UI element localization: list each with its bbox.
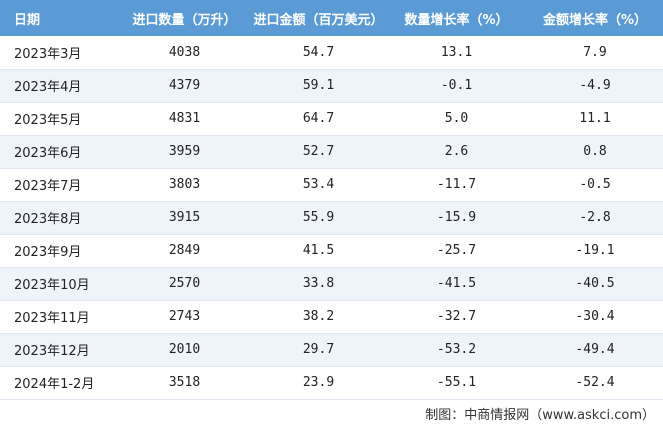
cell-date: 2023年11月 [0, 300, 118, 334]
table-row: 2023年9月 2849 41.5 -25.7 -19.1 [0, 234, 663, 268]
cell-quantity-growth: 2.6 [386, 135, 527, 169]
table-row: 2023年8月 3915 55.9 -15.9 -2.8 [0, 201, 663, 235]
cell-amount-growth: -19.1 [527, 234, 663, 268]
table-row: 2023年3月 4038 54.7 13.1 7.9 [0, 36, 663, 70]
cell-quantity-growth: -0.1 [386, 69, 527, 103]
cell-quantity: 4379 [118, 69, 251, 103]
cell-date: 2023年10月 [0, 267, 118, 301]
cell-quantity: 3959 [118, 135, 251, 169]
cell-quantity: 3803 [118, 168, 251, 202]
cell-quantity: 4831 [118, 102, 251, 136]
table-row: 2024年1-2月 3518 23.9 -55.1 -52.4 [0, 366, 663, 400]
header-quantity: 进口数量（万升） [132, 12, 237, 28]
table-body: 2023年3月 4038 54.7 13.1 7.9 2023年4月 4379 59.1 -0.… [0, 36, 663, 400]
cell-amount: 52.7 [251, 135, 386, 169]
table-row: 2023年6月 3959 52.7 2.6 0.8 [0, 135, 663, 169]
cell-amount: 54.7 [251, 36, 386, 70]
cell-date: 2023年4月 [0, 69, 118, 103]
cell-quantity-growth: -53.2 [386, 333, 527, 367]
cell-amount: 41.5 [251, 234, 386, 268]
cell-quantity: 3518 [118, 366, 251, 400]
cell-amount: 33.8 [251, 267, 386, 301]
cell-quantity-growth: -15.9 [386, 201, 527, 235]
cell-amount: 55.9 [251, 201, 386, 235]
cell-quantity-growth: 5.0 [386, 102, 527, 136]
cell-quantity-growth: -41.5 [386, 267, 527, 301]
header-row: 日期 进口数量（万升） 进口金额（百万美元） 数量增长率（%） 金额增长率（%） [0, 0, 663, 36]
table-header: 日期 进口数量（万升） 进口金额（百万美元） 数量增长率（%） 金额增长率（%） [0, 0, 663, 36]
cell-amount: 64.7 [251, 102, 386, 136]
cell-quantity: 2570 [118, 267, 251, 301]
header-amount: 进口金额（百万美元） [253, 12, 384, 28]
cell-amount-growth: 11.1 [527, 102, 663, 136]
cell-amount-growth: -52.4 [527, 366, 663, 400]
cell-amount-growth: -40.5 [527, 267, 663, 301]
cell-amount-growth: -0.5 [527, 168, 663, 202]
table-row: 2023年4月 4379 59.1 -0.1 -4.9 [0, 69, 663, 103]
cell-quantity: 4038 [118, 36, 251, 70]
cell-amount-growth: -4.9 [527, 69, 663, 103]
cell-amount: 59.1 [251, 69, 386, 103]
cell-quantity-growth: -55.1 [386, 366, 527, 400]
cell-date: 2023年12月 [0, 333, 118, 367]
cell-date: 2024年1-2月 [0, 366, 118, 400]
source-credit: 制图：中商情报网（www.askci.com） [425, 408, 655, 423]
cell-quantity-growth: -25.7 [386, 234, 527, 268]
import-data-table: 日期 进口数量（万升） 进口金额（百万美元） 数量增长率（%） 金额增长率（%）… [0, 0, 663, 400]
cell-amount-growth: -49.4 [527, 333, 663, 367]
cell-date: 2023年3月 [0, 36, 118, 70]
table-row: 2023年5月 4831 64.7 5.0 11.1 [0, 102, 663, 136]
header-date: 日期 [14, 12, 41, 28]
cell-amount-growth: 0.8 [527, 135, 663, 169]
cell-quantity-growth: -32.7 [386, 300, 527, 334]
cell-amount-growth: 7.9 [527, 36, 663, 70]
cell-amount-growth: -30.4 [527, 300, 663, 334]
header-quantity-growth: 数量增长率（%） [404, 12, 509, 28]
cell-quantity: 2743 [118, 300, 251, 334]
cell-quantity: 3915 [118, 201, 251, 235]
cell-date: 2023年8月 [0, 201, 118, 235]
cell-amount: 23.9 [251, 366, 386, 400]
cell-amount: 53.4 [251, 168, 386, 202]
cell-quantity-growth: 13.1 [386, 36, 527, 70]
cell-date: 2023年9月 [0, 234, 118, 268]
table-row: 2023年12月 2010 29.7 -53.2 -49.4 [0, 333, 663, 367]
data-table-container: 日期 进口数量（万升） 进口金额（百万美元） 数量增长率（%） 金额增长率（%）… [0, 0, 663, 400]
table-row: 2023年7月 3803 53.4 -11.7 -0.5 [0, 168, 663, 202]
cell-amount: 38.2 [251, 300, 386, 334]
cell-date: 2023年7月 [0, 168, 118, 202]
table-row: 2023年10月 2570 33.8 -41.5 -40.5 [0, 267, 663, 301]
cell-date: 2023年6月 [0, 135, 118, 169]
cell-quantity: 2849 [118, 234, 251, 268]
cell-amount-growth: -2.8 [527, 201, 663, 235]
header-amount-growth: 金额增长率（%） [542, 12, 648, 28]
cell-amount: 29.7 [251, 333, 386, 367]
cell-date: 2023年5月 [0, 102, 118, 136]
cell-quantity-growth: -11.7 [386, 168, 527, 202]
table-row: 2023年11月 2743 38.2 -32.7 -30.4 [0, 300, 663, 334]
cell-quantity: 2010 [118, 333, 251, 367]
